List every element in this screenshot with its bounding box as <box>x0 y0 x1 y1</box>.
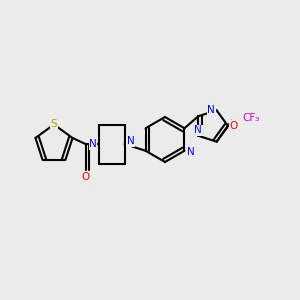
Text: N: N <box>89 139 97 149</box>
Text: O: O <box>230 121 238 131</box>
Text: N: N <box>127 136 134 146</box>
Text: S: S <box>51 119 57 130</box>
Text: N: N <box>194 125 202 135</box>
Text: CF₃: CF₃ <box>242 113 260 123</box>
Text: N: N <box>207 105 215 115</box>
Text: O: O <box>81 172 90 182</box>
Text: N: N <box>187 147 194 157</box>
